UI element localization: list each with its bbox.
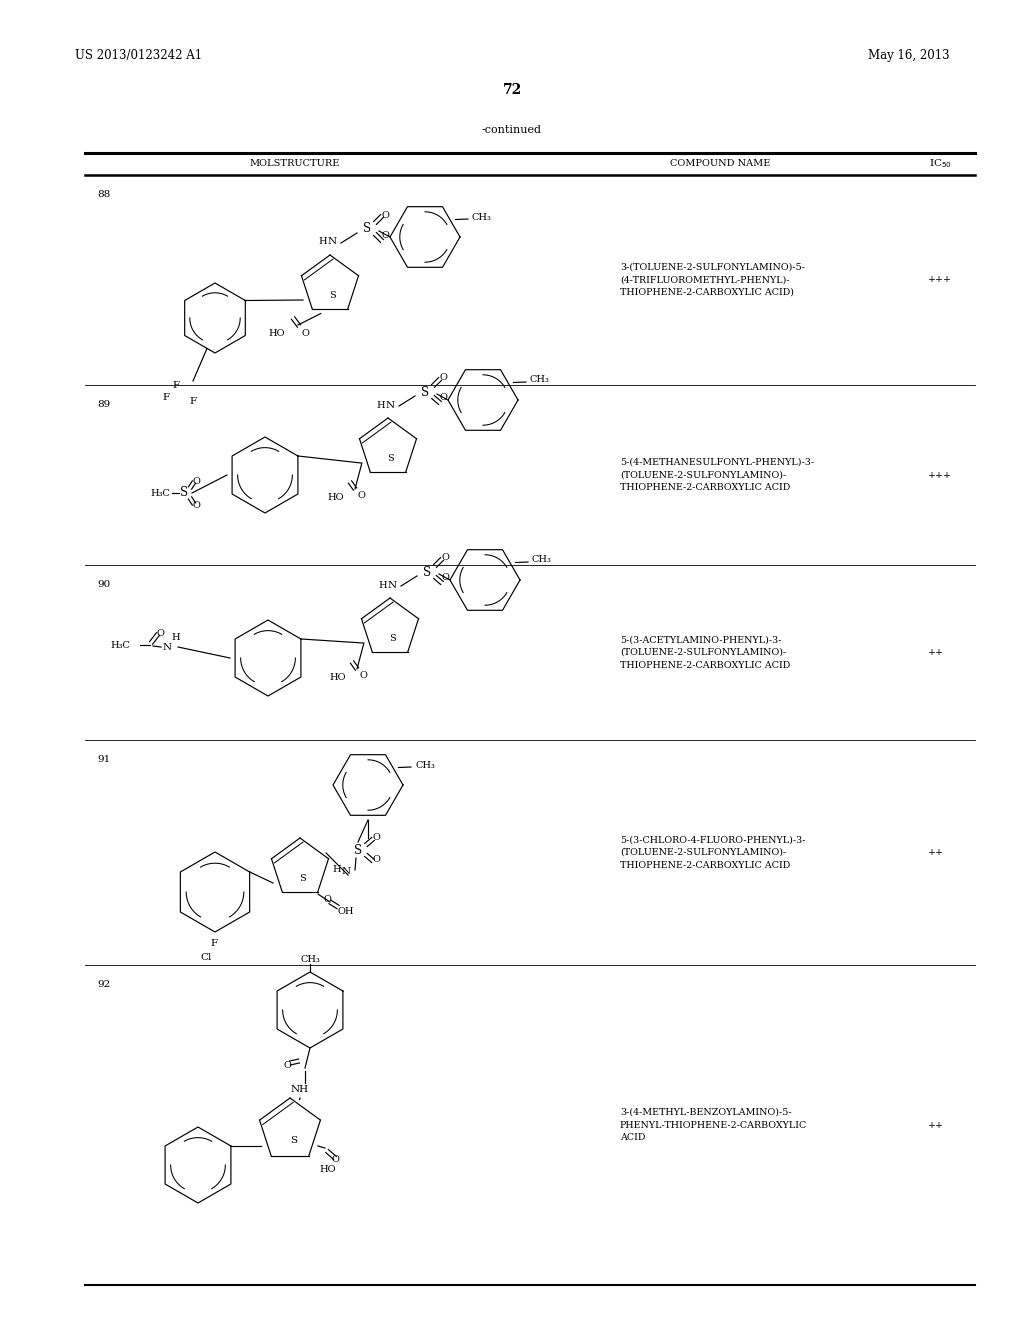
Text: 5-(3-CHLORO-4-FLUORO-PHENYL)-3-
(TOLUENE-2-SULFONYLAMINO)-
THIOPHENE-2-CARBOXYLI: 5-(3-CHLORO-4-FLUORO-PHENYL)-3- (TOLUENE… (620, 836, 806, 870)
Text: COMPOUND NAME: COMPOUND NAME (670, 160, 770, 169)
Text: NH: NH (291, 1085, 309, 1094)
Text: O: O (193, 500, 200, 510)
Text: Cl: Cl (200, 953, 211, 961)
Text: HO: HO (330, 672, 346, 681)
Text: N: N (387, 581, 396, 590)
Text: S: S (362, 223, 371, 235)
Text: 88: 88 (97, 190, 111, 199)
Text: F: F (210, 940, 217, 949)
Text: ++: ++ (928, 847, 944, 857)
Text: O: O (372, 833, 380, 842)
Text: O: O (332, 1155, 340, 1164)
Text: O: O (381, 231, 389, 239)
Text: 92: 92 (97, 979, 111, 989)
Text: H: H (318, 238, 328, 247)
Text: +++: +++ (928, 470, 952, 479)
Text: N: N (163, 643, 172, 652)
Text: H: H (333, 866, 341, 874)
Text: H: H (172, 634, 180, 643)
Text: CH₃: CH₃ (472, 213, 492, 222)
Text: HO: HO (328, 492, 344, 502)
Text: F: F (189, 396, 197, 405)
Text: OH: OH (337, 908, 353, 916)
Text: +++: +++ (928, 276, 952, 285)
Text: 5-(4-METHANESULFONYL-PHENYL)-3-
(TOLUENE-2-SULFONYLAMINO)-
THIOPHENE-2-CARBOXYLI: 5-(4-METHANESULFONYL-PHENYL)-3- (TOLUENE… (620, 458, 814, 492)
Text: HO: HO (319, 1166, 336, 1175)
Text: O: O (156, 628, 164, 638)
Text: HO: HO (268, 329, 285, 338)
Text: F: F (173, 380, 180, 389)
Text: H₃C: H₃C (151, 488, 170, 498)
Text: 90: 90 (97, 579, 111, 589)
Text: -continued: -continued (482, 125, 542, 135)
Text: H: H (377, 400, 385, 409)
Text: H₃C: H₃C (111, 640, 130, 649)
Text: N: N (385, 400, 394, 409)
Text: O: O (301, 329, 309, 338)
Text: O: O (360, 671, 368, 680)
Text: S: S (389, 634, 396, 643)
Text: 3-(TOLUENE-2-SULFONYLAMINO)-5-
(4-TRIFLUOROMETHYL-PHENYL)-
THIOPHENE-2-CARBOXYLI: 3-(TOLUENE-2-SULFONYLAMINO)-5- (4-TRIFLU… (620, 263, 805, 297)
Text: H: H (379, 581, 387, 590)
Text: CH₃: CH₃ (300, 956, 319, 965)
Text: S: S (388, 454, 394, 463)
Text: S: S (354, 843, 362, 857)
Text: S: S (180, 487, 188, 499)
Text: CH₃: CH₃ (415, 760, 435, 770)
Text: US 2013/0123242 A1: US 2013/0123242 A1 (75, 49, 202, 62)
Text: O: O (358, 491, 366, 499)
Text: ++: ++ (928, 648, 944, 657)
Text: S: S (423, 565, 431, 578)
Text: O: O (441, 553, 449, 562)
Text: N: N (328, 238, 337, 247)
Text: S: S (330, 290, 336, 300)
Text: O: O (323, 895, 331, 904)
Text: S: S (421, 385, 429, 399)
Text: CH₃: CH₃ (532, 556, 552, 565)
Text: O: O (283, 1060, 291, 1069)
Text: N: N (341, 867, 350, 876)
Text: 91: 91 (97, 755, 111, 764)
Text: F: F (163, 392, 170, 401)
Text: 72: 72 (503, 83, 521, 96)
Text: O: O (439, 374, 446, 383)
Text: S: S (291, 1135, 298, 1144)
Text: O: O (193, 477, 200, 486)
Text: O: O (381, 210, 389, 219)
Text: O: O (439, 393, 446, 403)
Text: O: O (372, 855, 380, 865)
Text: May 16, 2013: May 16, 2013 (868, 49, 950, 62)
Text: ++: ++ (928, 1121, 944, 1130)
Text: O: O (441, 573, 449, 582)
Text: MOLSTRUCTURE: MOLSTRUCTURE (250, 160, 340, 169)
Text: 5-(3-ACETYLAMINO-PHENYL)-3-
(TOLUENE-2-SULFONYLAMINO)-
THIOPHENE-2-CARBOXYLIC AC: 5-(3-ACETYLAMINO-PHENYL)-3- (TOLUENE-2-S… (620, 635, 791, 669)
Text: 3-(4-METHYL-BENZOYLAMINO)-5-
PHENYL-THIOPHENE-2-CARBOXYLIC
ACID: 3-(4-METHYL-BENZOYLAMINO)-5- PHENYL-THIO… (620, 1107, 807, 1142)
Text: 89: 89 (97, 400, 111, 409)
Text: S: S (300, 874, 306, 883)
Text: CH₃: CH₃ (530, 375, 550, 384)
Text: IC$_{50}$: IC$_{50}$ (929, 157, 951, 170)
